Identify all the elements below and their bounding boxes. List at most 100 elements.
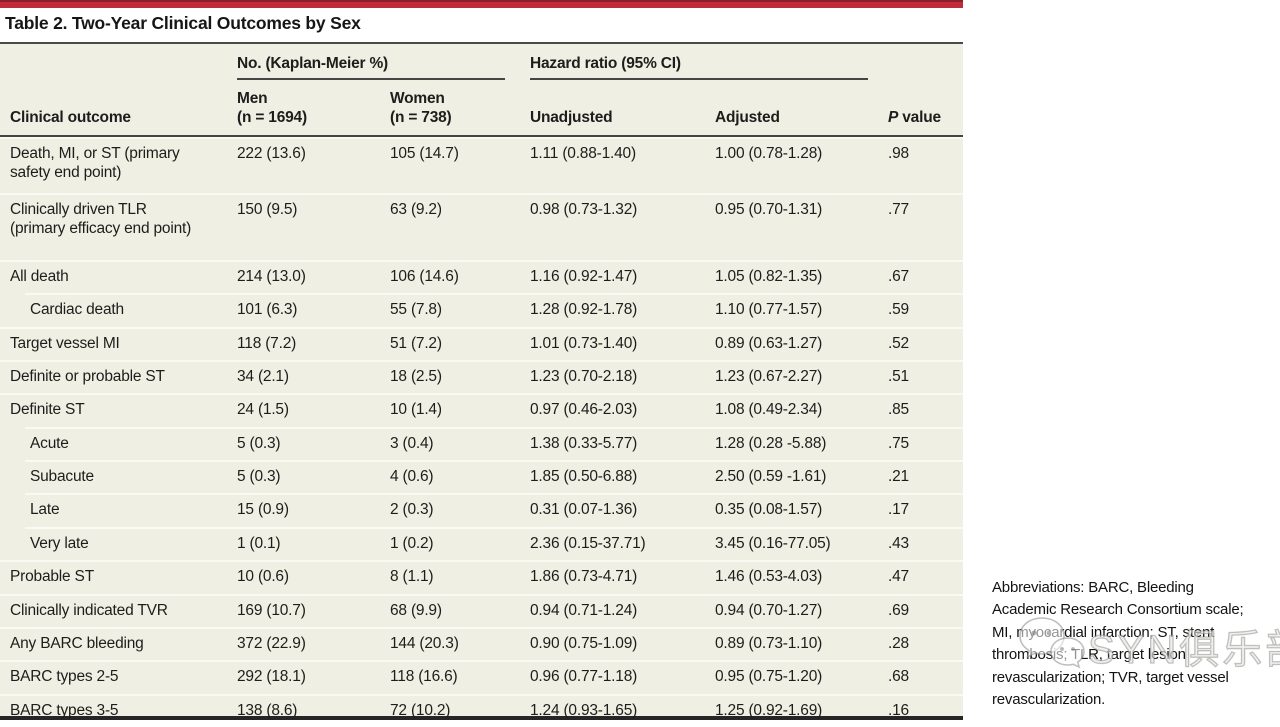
- table-row: Late 15 (0.9) 2 (0.3) 0.31 (0.07-1.36) 0…: [0, 493, 963, 526]
- column-header-adjusted: Adjusted: [715, 109, 780, 127]
- table-row: BARC types 3-5 138 (8.6) 72 (10.2) 1.24 …: [0, 693, 963, 727]
- cell-women: 8 (1.1): [390, 568, 434, 586]
- cell-adjusted: 1.05 (0.82-1.35): [715, 267, 823, 285]
- cell-men: 5 (0.3): [237, 468, 281, 486]
- table-row: Clinically indicated TVR 169 (10.7) 68 (…: [0, 593, 963, 627]
- cell-men: 118 (7.2): [237, 334, 297, 352]
- cell-adjusted: 2.50 (0.59 -1.61): [715, 468, 827, 486]
- cell-adjusted: 0.95 (0.75-1.20): [715, 668, 823, 686]
- table-group-header-row: No. (Kaplan-Meier %) Hazard ratio (95% C…: [0, 44, 963, 80]
- cell-men: 24 (1.5): [237, 401, 289, 419]
- row-label: Clinically driven TLR (primary efficacy …: [10, 200, 192, 238]
- table-title: Table 2. Two-Year Clinical Outcomes by S…: [5, 13, 361, 33]
- column-header-clinical-outcome: Clinical outcome: [10, 109, 131, 127]
- group-header-spacer: [888, 55, 963, 80]
- column-header-p-value: P value: [888, 109, 941, 127]
- cell-men: 214 (13.0): [237, 267, 306, 285]
- abbreviations-footnote: Abbreviations: BARC, Bleeding Academic R…: [992, 579, 1244, 709]
- cell-unadjusted: 0.96 (0.77-1.18): [530, 668, 638, 686]
- cell-unadjusted: 1.38 (0.33-5.77): [530, 434, 638, 452]
- cell-women: 144 (20.3): [390, 635, 459, 653]
- row-label: Any BARC bleeding: [10, 635, 144, 653]
- cell-adjusted: 0.35 (0.08-1.57): [715, 501, 823, 519]
- row-label: Late: [30, 501, 60, 519]
- cell-women: 63 (9.2): [390, 200, 442, 218]
- cell-p-value: .59: [888, 301, 909, 319]
- cell-p-value: .69: [888, 601, 909, 619]
- clinical-outcomes-table: No. (Kaplan-Meier %) Hazard ratio (95% C…: [0, 42, 963, 720]
- cell-adjusted: 3.45 (0.16-77.05): [715, 534, 831, 552]
- cell-adjusted: 1.23 (0.67-2.27): [715, 367, 823, 385]
- cell-men: 372 (22.9): [237, 635, 306, 653]
- cell-adjusted: 0.89 (0.73-1.10): [715, 635, 823, 653]
- table-row: All death 214 (13.0) 106 (14.6) 1.16 (0.…: [0, 259, 963, 293]
- cell-p-value: .68: [888, 668, 909, 686]
- cell-adjusted: 1.08 (0.49-2.34): [715, 401, 823, 419]
- accent-top-bar: [0, 0, 963, 8]
- table-row: Very late 1 (0.1) 1 (0.2) 2.36 (0.15-37.…: [0, 526, 963, 560]
- cell-p-value: .52: [888, 334, 909, 352]
- cell-unadjusted: 0.31 (0.07-1.36): [530, 501, 638, 519]
- row-label: Very late: [30, 534, 89, 552]
- cell-women: 106 (14.6): [390, 267, 459, 285]
- cell-p-value: .17: [888, 501, 909, 519]
- table-row: Acute 5 (0.3) 3 (0.4) 1.38 (0.33-5.77) 1…: [0, 426, 963, 460]
- cell-women: 118 (16.6): [390, 668, 458, 686]
- cell-unadjusted: 1.11 (0.88-1.40): [530, 144, 636, 162]
- table-row: Definite or probable ST 34 (2.1) 18 (2.5…: [0, 359, 963, 393]
- row-label: Target vessel MI: [10, 334, 120, 352]
- cell-unadjusted: 0.98 (0.73-1.32): [530, 200, 638, 218]
- cell-p-value: .47: [888, 568, 909, 586]
- cell-p-value: .98: [888, 144, 909, 162]
- cell-women: 2 (0.3): [390, 501, 434, 519]
- cell-men: 169 (10.7): [237, 601, 306, 619]
- row-label: Clinically indicated TVR: [10, 601, 168, 619]
- cell-men: 150 (9.5): [237, 200, 298, 218]
- table-row: Cardiac death 101 (6.3) 55 (7.8) 1.28 (0…: [0, 293, 963, 326]
- cell-men: 222 (13.6): [237, 144, 306, 162]
- row-label: Cardiac death: [30, 301, 124, 319]
- cell-unadjusted: 0.94 (0.71-1.24): [530, 601, 638, 619]
- cell-p-value: .75: [888, 434, 909, 452]
- cell-unadjusted: 0.90 (0.75-1.09): [530, 635, 638, 653]
- table-row: Subacute 5 (0.3) 4 (0.6) 1.85 (0.50-6.88…: [0, 460, 963, 493]
- row-label: Definite or probable ST: [10, 367, 165, 385]
- cell-unadjusted: 1.16 (0.92-1.47): [530, 267, 638, 285]
- cell-men: 10 (0.6): [237, 568, 289, 586]
- cell-women: 10 (1.4): [390, 401, 442, 419]
- cell-women: 72 (10.2): [390, 701, 451, 719]
- cell-men: 138 (8.6): [237, 701, 298, 719]
- cell-men: 292 (18.1): [237, 668, 306, 686]
- cell-p-value: .21: [888, 468, 909, 486]
- table-row: BARC types 2-5 292 (18.1) 118 (16.6) 0.9…: [0, 660, 963, 693]
- cell-unadjusted: 0.97 (0.46-2.03): [530, 401, 638, 419]
- cell-men: 5 (0.3): [237, 434, 281, 452]
- row-label: BARC types 3-5: [10, 701, 119, 719]
- table-row: Clinically driven TLR (primary efficacy …: [0, 192, 963, 260]
- group-header-kaplan-meier: No. (Kaplan-Meier %): [237, 55, 505, 80]
- row-label: BARC types 2-5: [10, 668, 119, 686]
- cell-adjusted: 0.89 (0.63-1.27): [715, 334, 823, 352]
- cell-women: 1 (0.2): [390, 534, 434, 552]
- cell-adjusted: 1.10 (0.77-1.57): [715, 301, 823, 319]
- cell-unadjusted: 1.01 (0.73-1.40): [530, 334, 638, 352]
- group-header-hazard-ratio: Hazard ratio (95% CI): [530, 55, 868, 80]
- cell-men: 101 (6.3): [237, 301, 298, 319]
- cell-men: 1 (0.1): [237, 534, 281, 552]
- cell-p-value: .77: [888, 200, 909, 218]
- cell-women: 3 (0.4): [390, 434, 434, 452]
- table-row: Target vessel MI 118 (7.2) 51 (7.2) 1.01…: [0, 326, 963, 360]
- cell-adjusted: 1.00 (0.78-1.28): [715, 144, 823, 162]
- group-header-spacer: [0, 55, 237, 80]
- cell-adjusted: 0.94 (0.70-1.27): [715, 601, 823, 619]
- cell-unadjusted: 2.36 (0.15-37.71): [530, 534, 646, 552]
- cell-men: 15 (0.9): [237, 501, 289, 519]
- cell-unadjusted: 1.24 (0.93-1.65): [530, 701, 638, 719]
- cell-p-value: .28: [888, 635, 909, 653]
- table-row: Death, MI, or ST (primary safety end poi…: [0, 136, 963, 193]
- table-row: Definite ST 24 (1.5) 10 (1.4) 0.97 (0.46…: [0, 393, 963, 426]
- cell-women: 68 (9.9): [390, 601, 442, 619]
- column-header-women: Women (n = 738): [390, 90, 452, 127]
- cell-adjusted: 0.95 (0.70-1.31): [715, 200, 823, 218]
- cell-p-value: .67: [888, 267, 909, 285]
